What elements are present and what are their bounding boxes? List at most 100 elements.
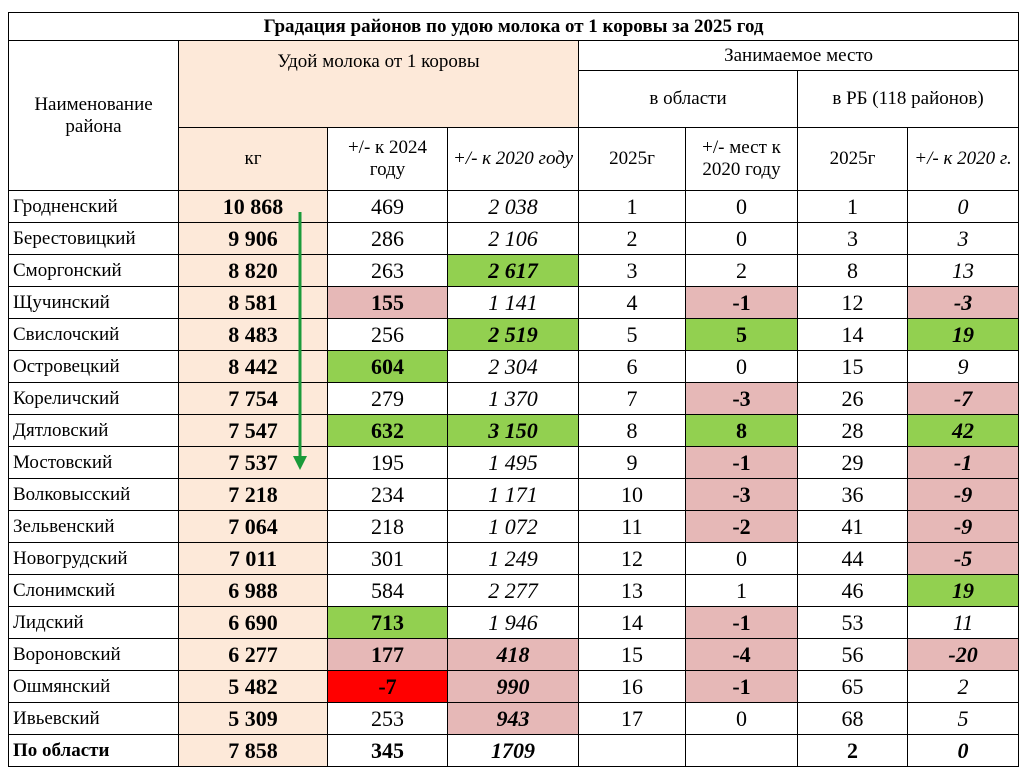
district-name: Мостовский [8, 446, 179, 479]
value-cell: 5 [906, 702, 1020, 735]
value-cell: 2 106 [447, 222, 579, 255]
value-cell: 263 [327, 254, 448, 287]
value-cell: 195 [327, 446, 448, 479]
value-cell: 41 [797, 510, 908, 543]
value-cell: 943 [447, 702, 579, 735]
header-cell: в РБ (118 районов) [796, 70, 1020, 128]
district-name: Лидский [8, 606, 179, 639]
value-cell: 2 [578, 222, 686, 255]
value-cell: 11 [578, 510, 686, 543]
value-cell: 8 483 [178, 318, 328, 351]
table-row: Вороновский 6 277 177 418 15 -4 56 -20 [8, 638, 1020, 671]
district-name: По области [8, 734, 179, 767]
value-cell: -4 [685, 638, 798, 671]
yield-table: Градация районов по удою молока от 1 кор… [7, 12, 1020, 767]
value-cell: 632 [327, 414, 448, 447]
value-cell: 19 [906, 574, 1020, 607]
value-cell: 1 495 [447, 446, 579, 479]
value-cell: 65 [797, 670, 908, 703]
table-row: Волковысский 7 218 234 1 171 10 -3 36 -9 [8, 478, 1020, 511]
table-row: Новогрудский 7 011 301 1 249 12 0 44 -5 [8, 542, 1020, 575]
value-cell: 8 820 [178, 254, 328, 287]
table-row: Сморгонский 8 820 263 2 617 3 2 8 13 [8, 254, 1020, 287]
table-row: Слонимский 6 988 584 2 277 13 1 46 19 [8, 574, 1020, 607]
value-cell: 1 [578, 190, 686, 223]
table-row: Дятловский 7 547 632 3 150 8 8 28 42 [8, 414, 1020, 447]
value-cell: 5 482 [178, 670, 328, 703]
value-cell: 1 141 [447, 286, 579, 319]
value-cell: 9 906 [178, 222, 328, 255]
value-cell: -1 [685, 606, 798, 639]
value-cell: 155 [327, 286, 448, 319]
value-cell: -3 [906, 286, 1020, 319]
value-cell: 604 [327, 350, 448, 383]
district-name: Зельвенский [8, 510, 179, 543]
district-name: Вороновский [8, 638, 179, 671]
value-cell: 713 [327, 606, 448, 639]
value-cell: 8 [578, 414, 686, 447]
value-cell: 2 [685, 254, 798, 287]
value-cell: -1 [685, 286, 798, 319]
value-cell: 7 064 [178, 510, 328, 543]
header-cell: кг [178, 127, 328, 191]
value-cell: 8 442 [178, 350, 328, 383]
table-row: Ошмянский 5 482 -7 990 16 -1 65 2 [8, 670, 1020, 703]
value-cell: 279 [327, 382, 448, 415]
value-cell: -1 [685, 670, 798, 703]
value-cell: 2 277 [447, 574, 579, 607]
value-cell: 4 [578, 286, 686, 319]
value-cell: 42 [906, 414, 1020, 447]
district-name: Кореличский [8, 382, 179, 415]
value-cell: -3 [685, 382, 798, 415]
value-cell: 8 [797, 254, 908, 287]
value-cell: 29 [797, 446, 908, 479]
value-cell: 11 [906, 606, 1020, 639]
value-cell: 0 [685, 542, 798, 575]
value-cell [685, 734, 798, 767]
value-cell: 286 [327, 222, 448, 255]
value-cell: 6 988 [178, 574, 328, 607]
table-row: По области 7 858 345 1709 2 0 [8, 734, 1020, 767]
value-cell: 44 [797, 542, 908, 575]
value-cell: 26 [797, 382, 908, 415]
value-cell: 1709 [447, 734, 579, 767]
district-name: Щучинский [8, 286, 179, 319]
value-cell: 6 [578, 350, 686, 383]
district-name: Свислочский [8, 318, 179, 351]
value-cell: 15 [797, 350, 908, 383]
table-row: Ивьевский 5 309 253 943 17 0 68 5 [8, 702, 1020, 735]
table-row: Лидский 6 690 713 1 946 14 -1 53 11 [8, 606, 1020, 639]
header-cell: +/- мест к 2020 году [685, 127, 798, 191]
value-cell: 256 [327, 318, 448, 351]
value-cell: 7 011 [178, 542, 328, 575]
value-cell: 3 [797, 222, 908, 255]
table-row: Берестовицкий 9 906 286 2 106 2 0 3 3 [8, 222, 1020, 255]
table-row: Свислочский 8 483 256 2 519 5 5 14 19 [8, 318, 1020, 351]
value-cell: 5 [578, 318, 686, 351]
value-cell: 12 [797, 286, 908, 319]
value-cell: 2 [906, 670, 1020, 703]
table-row: Кореличский 7 754 279 1 370 7 -3 26 -7 [8, 382, 1020, 415]
district-name: Гродненский [8, 190, 179, 223]
value-cell: 7 754 [178, 382, 328, 415]
value-cell: 6 277 [178, 638, 328, 671]
value-cell: 1 171 [447, 478, 579, 511]
value-cell: 56 [797, 638, 908, 671]
value-cell: 1 [685, 574, 798, 607]
value-cell: 301 [327, 542, 448, 575]
header-cell: 2025г [578, 127, 686, 191]
value-cell: 345 [327, 734, 448, 767]
value-cell: 10 [578, 478, 686, 511]
value-cell: 418 [447, 638, 579, 671]
value-cell: 9 [578, 446, 686, 479]
value-cell: 16 [578, 670, 686, 703]
header-cell: 2025г [797, 127, 908, 191]
value-cell: 234 [327, 478, 448, 511]
header-cell: Наименование района [8, 40, 179, 191]
value-cell: -3 [685, 478, 798, 511]
value-cell: 7 218 [178, 478, 328, 511]
value-cell: 68 [797, 702, 908, 735]
value-cell: 0 [685, 702, 798, 735]
value-cell: 1 946 [447, 606, 579, 639]
